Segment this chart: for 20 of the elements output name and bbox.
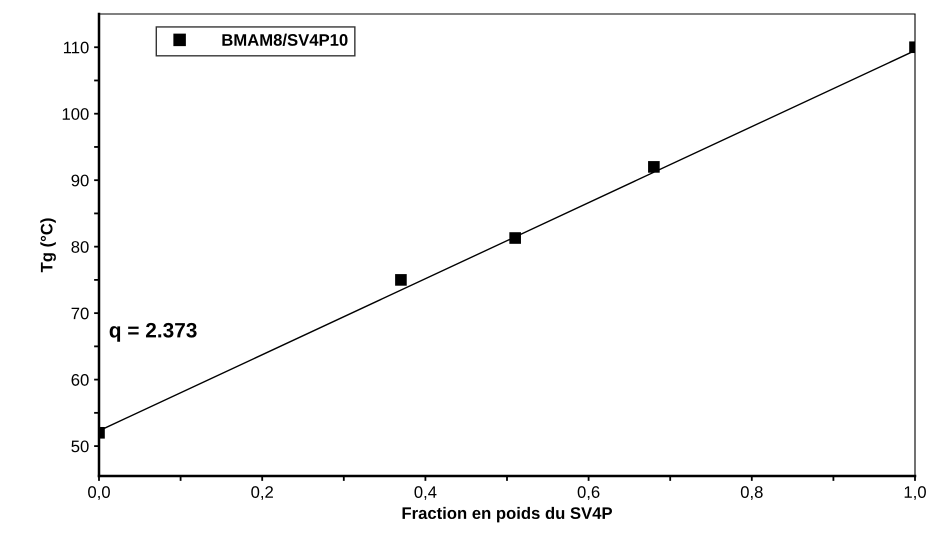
x-tick-label: 0,0 — [88, 486, 110, 500]
point — [509, 232, 521, 244]
x-tick-label: 0,4 — [414, 486, 436, 500]
x-tick-label: 0,6 — [578, 486, 600, 500]
x-tick-label: 0,8 — [740, 486, 763, 500]
y-tick-label: 60 — [72, 374, 89, 386]
point — [395, 274, 407, 286]
x-axis-title: Fraction en poids du SV4P — [402, 506, 612, 522]
y-tick-label: 100 — [62, 108, 89, 120]
legend-label: BMAM8/SV4P10 — [222, 34, 348, 46]
x-tick-label: 0,2 — [251, 486, 273, 500]
y-axis-title: Tg (°C) — [40, 218, 56, 272]
x-tick-label: 1,0 — [904, 486, 926, 500]
annotation: q = 2.373 — [110, 322, 197, 342]
y-tick-label: 70 — [72, 308, 89, 320]
point — [648, 161, 660, 173]
y-tick-label: 80 — [71, 241, 89, 253]
y-tick-label: 110 — [64, 42, 89, 54]
y-tick-label: 50 — [71, 440, 89, 452]
y-tick-label: 90 — [72, 174, 89, 186]
